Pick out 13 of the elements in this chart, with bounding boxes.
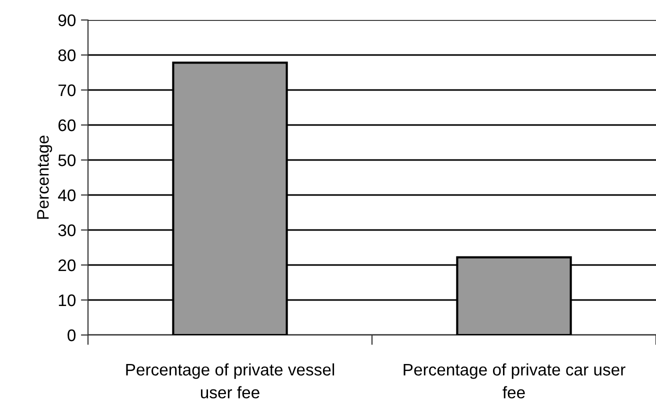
y-axis-title: Percentage <box>37 136 52 219</box>
y-tick-label: 40 <box>58 189 76 202</box>
x-tick-label: Percentage of private car user fee <box>404 363 626 398</box>
y-tick-label: 20 <box>58 259 76 272</box>
y-tick-label: 70 <box>58 84 76 96</box>
y-tick-label: 80 <box>58 49 76 62</box>
y-tick-label: 10 <box>58 294 76 306</box>
y-tick-label: 0 <box>68 329 76 342</box>
x-tick-label: Percentage of private vessel user fee <box>126 363 334 398</box>
y-tick-label: 30 <box>58 224 76 236</box>
y-tick-label: 90 <box>58 14 76 26</box>
y-tick-label: 50 <box>58 154 76 166</box>
y-tick-label: 60 <box>58 119 76 132</box>
